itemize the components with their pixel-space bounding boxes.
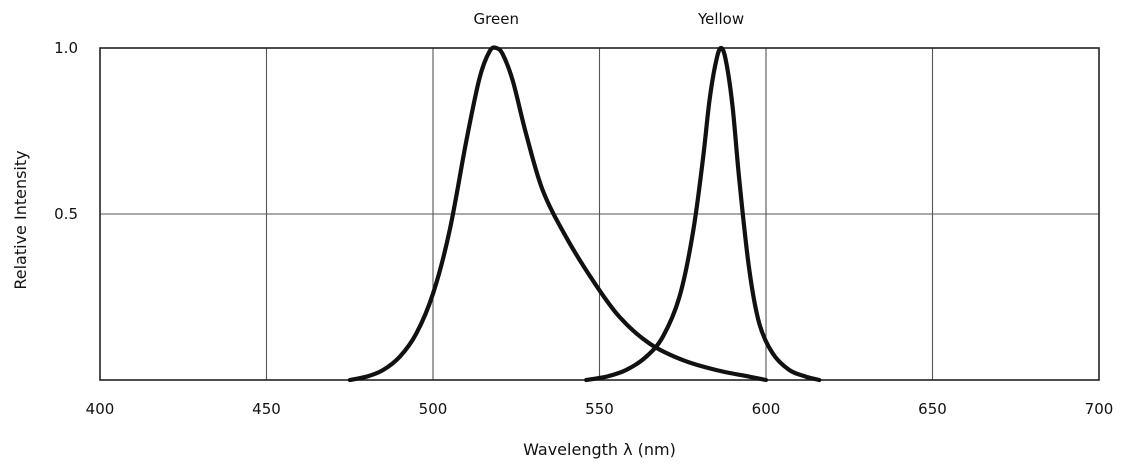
series-label-green: Green <box>474 10 519 28</box>
grid <box>100 48 1099 380</box>
x-tick-label: 600 <box>752 400 781 418</box>
y-tick-label: 0.5 <box>54 205 78 223</box>
series-line-yellow <box>584 45 822 383</box>
x-tick-label: 400 <box>86 400 115 418</box>
x-axis-title: Wavelength λ (nm) <box>523 440 676 459</box>
y-tick-label: 1.0 <box>54 39 78 57</box>
x-tick-label: 650 <box>918 400 947 418</box>
x-tick-label: 500 <box>419 400 448 418</box>
x-tick-label: 450 <box>252 400 281 418</box>
label-layer: 400 450 500 550 600 650 700 0.5 1.0 Green Yellow <box>54 10 1113 418</box>
x-tick-label: 550 <box>585 400 614 418</box>
series-label-yellow: Yellow <box>697 10 744 28</box>
y-axis-title: Relative Intensity <box>11 150 30 289</box>
x-tick-label: 700 <box>1085 400 1114 418</box>
series-layer <box>347 45 822 383</box>
